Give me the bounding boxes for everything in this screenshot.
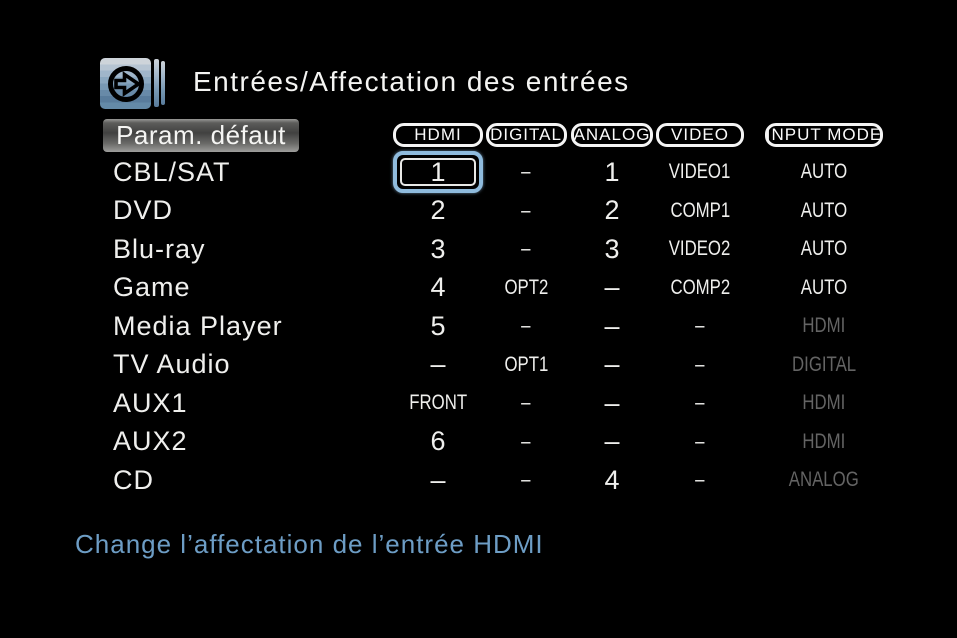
cell-digital[interactable]: – [521,429,531,453]
cell-digital[interactable]: – [521,391,531,415]
column-header-analog: ANALOG [571,123,653,147]
cell-analog[interactable]: – [604,426,620,457]
cell-analog[interactable]: – [604,272,620,303]
cell-video[interactable]: VIDEO2 [669,237,731,261]
cell-digital[interactable]: – [521,198,531,222]
cell-digital[interactable]: OPT1 [504,352,548,376]
cell-digital[interactable]: – [521,160,531,184]
cell-input-mode[interactable]: DIGITAL [791,352,857,376]
row-label: CBL/SAT [113,156,231,187]
row-label: TV Audio [113,349,231,380]
cell-video[interactable]: – [695,468,705,492]
cell-input-mode[interactable]: ANALOG [788,468,860,492]
stack-page-icon [154,59,159,107]
cell-input-mode[interactable]: HDMI [802,314,846,338]
cell-hdmi[interactable]: – [430,464,446,495]
default-settings-button[interactable]: Param. défaut [103,118,299,152]
input-assign-stack-icon [100,58,170,112]
cell-video[interactable]: – [695,314,705,338]
row-label: DVD [113,195,174,226]
cell-input-mode[interactable]: AUTO [800,237,848,261]
cell-digital[interactable]: – [521,468,531,492]
cell-input-mode[interactable]: HDMI [802,429,846,453]
row-label: Blu-ray [113,233,206,264]
row-label: AUX2 [113,426,188,457]
cell-analog[interactable]: 4 [604,464,620,495]
page-title: Entrées/Affectation des entrées [193,66,630,97]
cell-input-mode[interactable]: HDMI [802,391,846,415]
cell-input-mode[interactable]: AUTO [800,198,848,222]
cell-hdmi[interactable]: 5 [430,310,446,341]
cell-video[interactable]: COMP2 [670,275,730,299]
cell-digital[interactable]: – [521,237,531,261]
assign-table: Param. défaut HDMI DIGITAL ANALOG VIDEO … [103,117,903,500]
cell-hdmi[interactable]: 3 [430,233,446,264]
cell-video[interactable]: – [695,352,705,376]
selection-ring: 1 [393,151,483,194]
row-label: Media Player [113,310,283,341]
column-header-video: VIDEO [656,123,744,147]
cell-video[interactable]: – [695,429,705,453]
cell-hdmi[interactable]: FRONT [409,391,467,415]
cell-hdmi-selected[interactable]: 1 [393,151,483,194]
cell-video[interactable]: VIDEO1 [669,160,731,184]
cell-video[interactable]: – [695,391,705,415]
cell-input-mode[interactable]: AUTO [800,275,848,299]
row-label: CD [113,464,154,495]
cell-hdmi[interactable]: 4 [430,272,446,303]
stack-page-icon [161,61,165,105]
row-label: AUX1 [113,387,188,418]
cell-digital[interactable]: OPT2 [504,275,548,299]
column-header-digital: DIGITAL [485,123,567,147]
cell-hdmi[interactable]: 2 [430,195,446,226]
cell-analog[interactable]: – [604,349,620,380]
cell-analog[interactable]: 1 [604,156,620,187]
arrow-circle-icon [100,58,151,109]
cell-analog[interactable]: – [604,387,620,418]
cell-video[interactable]: COMP1 [670,198,730,222]
cell-analog[interactable]: 3 [604,233,620,264]
cell-input-mode[interactable]: AUTO [800,160,848,184]
cell-hdmi[interactable]: – [430,349,446,380]
cell-hdmi[interactable]: 6 [430,426,446,457]
cell-analog[interactable]: – [604,310,620,341]
column-header-hdmi: HDMI [393,123,483,147]
row-label: Game [113,272,191,303]
footer-hint: Change l’affectation de l’entrée HDMI [75,529,544,559]
cell-digital[interactable]: – [521,314,531,338]
column-header-input-mode: INPUT MODE [765,123,883,147]
cell-analog[interactable]: 2 [604,195,620,226]
